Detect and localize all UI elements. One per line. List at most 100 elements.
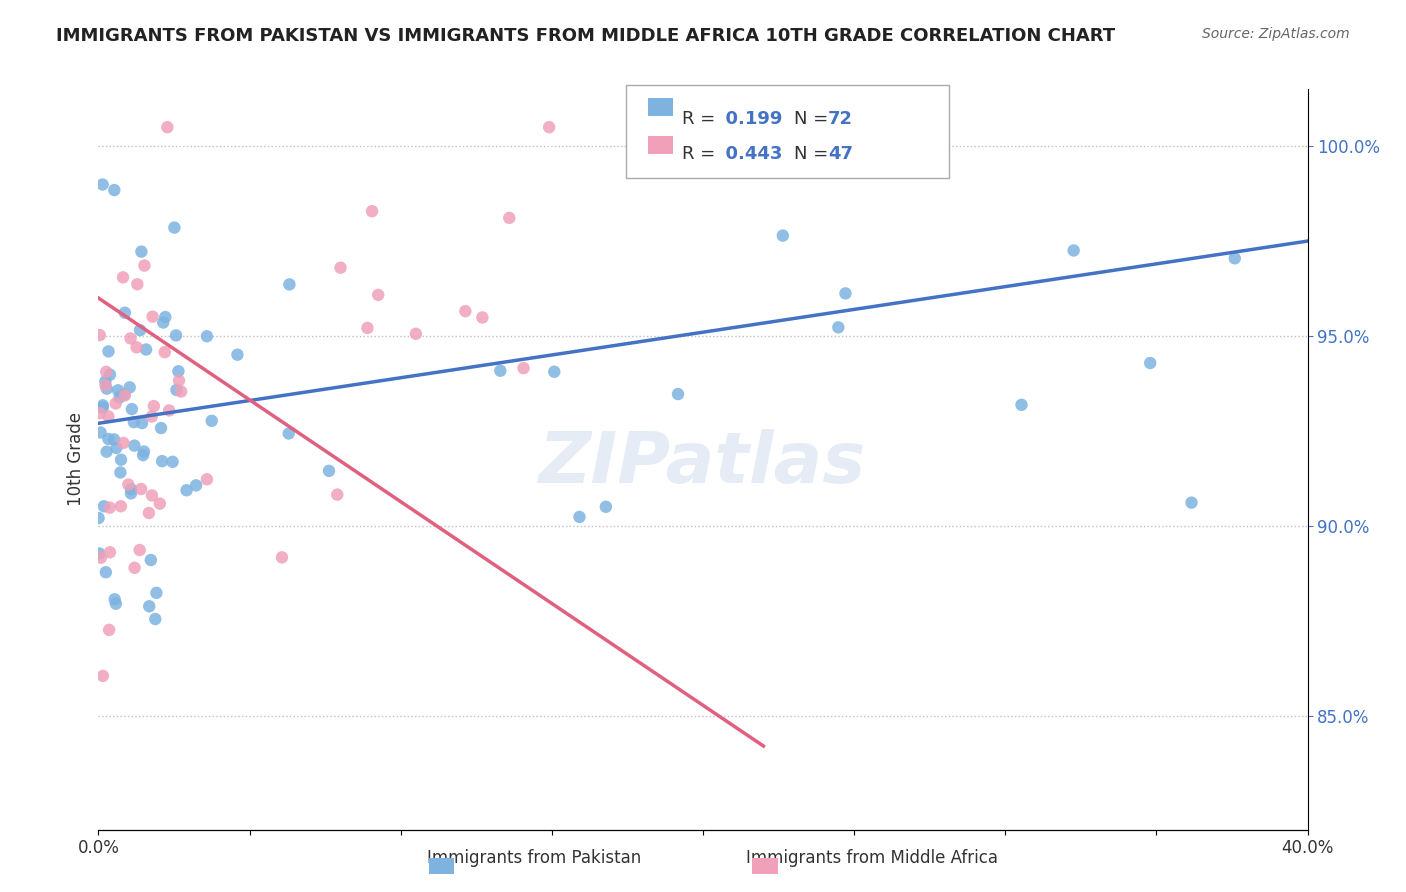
Point <box>98 545 121 559</box>
Point <box>120 331 142 345</box>
Point <box>163 220 186 235</box>
Point <box>568 510 591 524</box>
Text: N =: N = <box>794 145 834 163</box>
Point <box>97 432 120 446</box>
Point <box>827 320 849 334</box>
Point <box>166 383 188 397</box>
Point <box>138 506 160 520</box>
Point <box>361 204 384 219</box>
Point <box>167 374 190 388</box>
Point <box>104 592 127 607</box>
Point <box>104 396 127 410</box>
Point <box>132 448 155 462</box>
Text: 72: 72 <box>828 110 853 128</box>
Text: Source: ZipAtlas.com: Source: ZipAtlas.com <box>1202 27 1350 41</box>
Point <box>145 586 167 600</box>
Point <box>143 612 166 626</box>
Point <box>131 244 153 259</box>
Point <box>139 553 162 567</box>
Point <box>98 500 121 515</box>
Point <box>356 321 378 335</box>
Point <box>117 477 139 491</box>
Point <box>1063 244 1085 258</box>
Point <box>1139 356 1161 370</box>
Point <box>107 384 129 398</box>
Point <box>108 391 131 405</box>
Point <box>103 183 125 197</box>
Point <box>277 426 299 441</box>
Point <box>120 482 142 496</box>
Text: ZIPatlas: ZIPatlas <box>540 429 866 499</box>
Point <box>97 344 120 359</box>
Point <box>129 323 152 337</box>
Point <box>162 455 184 469</box>
Point <box>135 343 157 357</box>
Point <box>1180 495 1202 509</box>
Point <box>112 436 135 450</box>
Point <box>114 306 136 320</box>
Point <box>156 120 179 135</box>
Point <box>538 120 561 135</box>
Point <box>91 401 114 415</box>
Point <box>89 547 111 561</box>
Point <box>124 439 146 453</box>
Point <box>98 368 121 382</box>
Point <box>112 387 135 401</box>
Point <box>94 566 117 580</box>
Point <box>153 345 176 359</box>
Point <box>595 500 617 514</box>
Point <box>157 403 180 417</box>
Text: R =: R = <box>682 145 721 163</box>
Point <box>87 511 110 525</box>
Text: IMMIGRANTS FROM PAKISTAN VS IMMIGRANTS FROM MIDDLE AFRICA 10TH GRADE CORRELATION: IMMIGRANTS FROM PAKISTAN VS IMMIGRANTS F… <box>56 27 1115 45</box>
Text: Immigrants from Middle Africa: Immigrants from Middle Africa <box>745 849 998 867</box>
Point <box>1223 252 1246 266</box>
Text: 47: 47 <box>828 145 853 163</box>
Point <box>134 259 156 273</box>
Point <box>93 500 115 514</box>
Point <box>226 348 249 362</box>
Point <box>122 415 145 429</box>
Point <box>167 364 190 378</box>
Point <box>105 441 128 455</box>
Point <box>543 365 565 379</box>
Point <box>471 310 494 325</box>
Point <box>150 421 173 435</box>
Text: Immigrants from Pakistan: Immigrants from Pakistan <box>427 849 641 867</box>
Point <box>498 211 520 225</box>
Point <box>103 433 125 447</box>
Point <box>128 543 150 558</box>
Point <box>772 228 794 243</box>
Point <box>834 286 856 301</box>
Point <box>110 452 132 467</box>
Point <box>149 497 172 511</box>
Point <box>125 340 148 354</box>
Point <box>195 329 218 343</box>
Point <box>454 304 477 318</box>
Point <box>89 328 111 343</box>
Point <box>94 374 117 388</box>
Text: N =: N = <box>794 110 834 128</box>
Point <box>138 599 160 614</box>
Point <box>124 561 146 575</box>
Point <box>152 316 174 330</box>
Point <box>96 444 118 458</box>
Point <box>184 478 207 492</box>
Point <box>405 326 427 341</box>
Point <box>326 488 349 502</box>
Point <box>110 500 132 514</box>
Point <box>118 380 141 394</box>
Point <box>89 406 111 420</box>
Point <box>131 416 153 430</box>
Point <box>90 550 112 565</box>
Point <box>329 260 352 275</box>
Point <box>141 409 163 424</box>
Point <box>367 288 389 302</box>
Point <box>693 154 716 169</box>
Point <box>98 623 121 637</box>
Point <box>91 669 114 683</box>
Text: 0.443: 0.443 <box>713 145 782 163</box>
Point <box>91 178 114 192</box>
Point <box>278 277 301 292</box>
Point <box>114 388 136 402</box>
